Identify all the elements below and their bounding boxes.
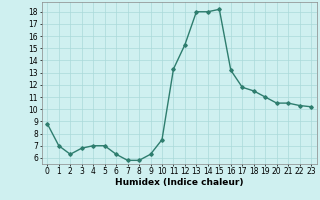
- X-axis label: Humidex (Indice chaleur): Humidex (Indice chaleur): [115, 178, 244, 187]
